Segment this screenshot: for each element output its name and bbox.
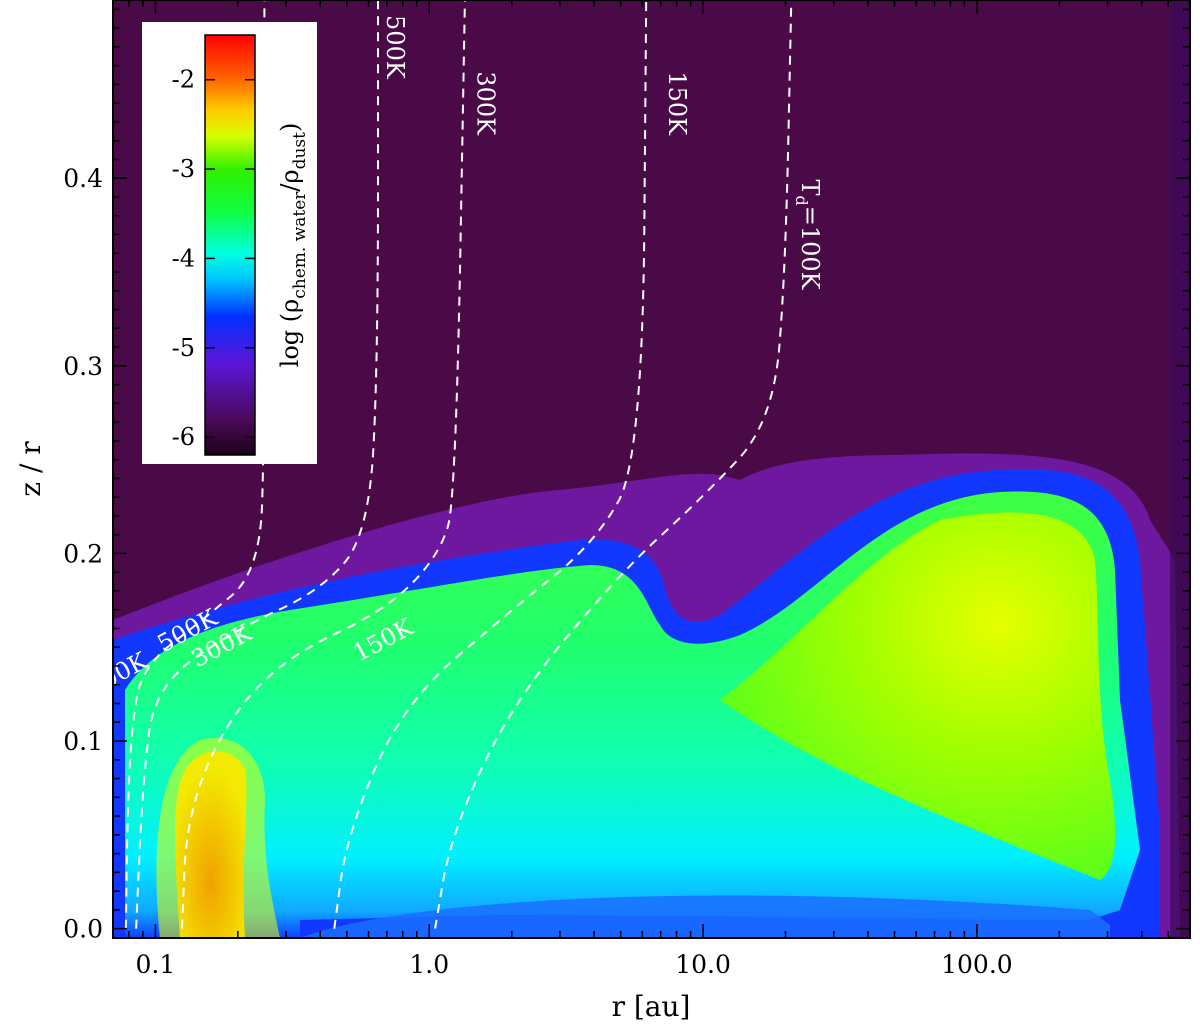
colorbar-ticks: -2 -3 -4 -5 -6 (172, 66, 255, 451)
inner-yellow-spot (156, 738, 280, 938)
x-tick-label: 100.0 (941, 950, 1013, 979)
x-tick-label: 1.0 (409, 950, 449, 979)
y-tick-label: 0.3 (63, 352, 103, 381)
contour-label: 150K (663, 71, 691, 136)
colorbar-tick-label: -4 (172, 244, 195, 272)
y-axis: 0.0 0.1 0.2 0.3 0.4 (63, 8, 1190, 944)
contour-line-300K (181, 0, 466, 929)
y-tick-label: 0.4 (63, 164, 103, 193)
contour-label: 500K (381, 15, 409, 80)
contour-line-T (434, 0, 793, 929)
contour-label: Td=100K (792, 179, 824, 290)
colorbar-gradient (204, 34, 256, 456)
contour-label-main: T (796, 179, 824, 195)
y-tick-label: 0.1 (63, 727, 103, 756)
colorbar-label-main: log (ρ (276, 299, 304, 368)
colorbar-tick-label: -5 (172, 334, 195, 362)
contour-line-500K (135, 0, 379, 929)
x-axis-title: r [au] (612, 990, 691, 1023)
colorbar-label-end: ) (276, 123, 304, 132)
contour-label-tail: =100K (796, 206, 824, 291)
outer-disk-highlight (720, 512, 1116, 880)
colorbar-label-sub1: chem. water (290, 191, 310, 299)
colorbar-label-mid: /ρ (276, 169, 304, 191)
y-axis-title: z / r (14, 441, 47, 497)
x-axis: 0.1 1.0 10.0 100.0 (112, 0, 1191, 979)
y-tick-label: 0.0 (63, 915, 103, 944)
colorbar: -2 -3 -4 -5 -6 log (ρchem. water/ρdust) (142, 22, 317, 464)
contour-label: 300K (472, 71, 500, 136)
contour-label-sub: d (792, 195, 811, 205)
disk-midplane-blue (300, 895, 1110, 938)
y-tick-label: 0.2 (63, 539, 103, 568)
colorbar-label-sub2: dust (290, 132, 310, 170)
colorbar-tick-label: -3 (172, 155, 195, 183)
x-tick-label: 10.0 (675, 950, 731, 979)
plot-frame (112, 0, 1191, 939)
colorbar-tick-label: -6 (172, 423, 195, 451)
colorbar-tick-label: -2 (172, 66, 195, 94)
x-tick-label: 0.1 (136, 950, 176, 979)
colorbar-label: log (ρchem. water/ρdust) (276, 123, 310, 368)
